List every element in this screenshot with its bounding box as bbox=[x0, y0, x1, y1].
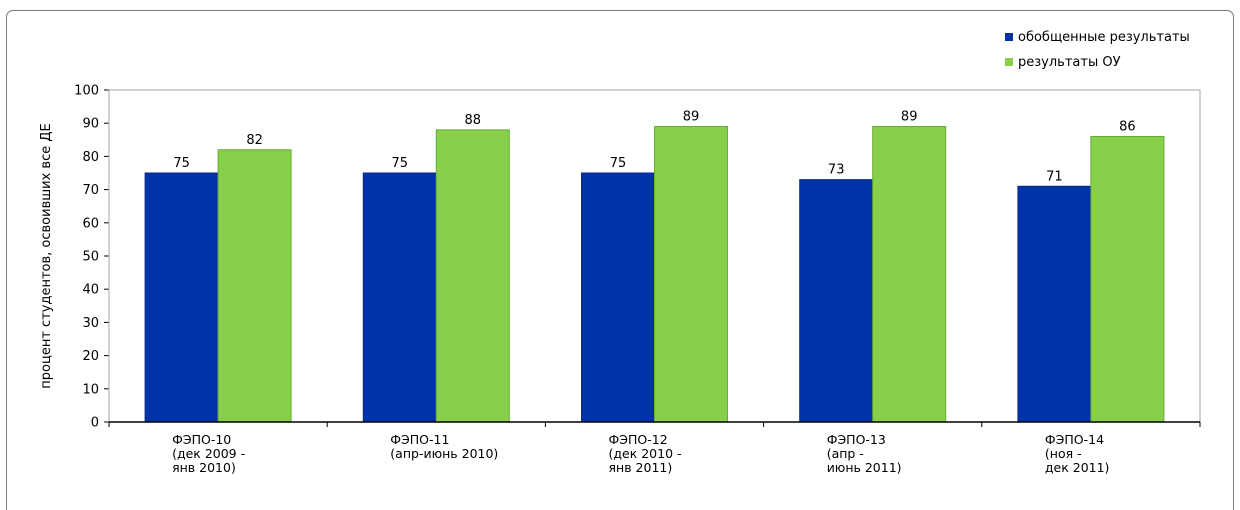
y-tick-label: 100 bbox=[74, 84, 99, 99]
bar bbox=[581, 172, 655, 423]
bar bbox=[872, 126, 947, 423]
y-tick-label: 30 bbox=[82, 316, 99, 331]
data-label: 88 bbox=[465, 113, 482, 128]
legend-label: результаты ОУ bbox=[1018, 55, 1121, 70]
data-label: 89 bbox=[901, 110, 918, 125]
x-tick-label: ФЭПО-13 (апр -июнь 2011) bbox=[827, 432, 902, 475]
x-tick-label: ФЭПО-14 (ноя -дек 2011) bbox=[1045, 432, 1110, 475]
x-tick-label: ФЭПО-12 (дек 2010 -янв 2011) bbox=[609, 432, 682, 475]
x-tick-label-line: (дек 2009 - bbox=[172, 446, 245, 461]
legend: обобщенные результаты результаты ОУ bbox=[1005, 30, 1190, 70]
bar bbox=[144, 172, 219, 423]
data-label: 89 bbox=[683, 110, 700, 125]
data-label: 75 bbox=[392, 156, 409, 171]
x-tick-label: ФЭПО-11 (апр-июнь 2010) bbox=[390, 432, 498, 461]
bar bbox=[435, 129, 510, 423]
y-tick-label: 40 bbox=[82, 283, 99, 298]
y-tick-label: 60 bbox=[82, 216, 99, 231]
bar bbox=[217, 149, 292, 423]
x-tick-label-line: (апр - bbox=[827, 446, 864, 461]
bar bbox=[362, 172, 437, 423]
bars: 75 75 75 73 71 82 88 89 89 86 bbox=[108, 89, 1201, 423]
x-tick-label-line: янв 2011) bbox=[609, 460, 673, 475]
y-axis-label: процент студентов, освоивших все ДЕ bbox=[39, 123, 54, 388]
legend-swatch bbox=[1005, 33, 1013, 41]
x-tick-label-line: дек 2011) bbox=[1045, 460, 1110, 475]
x-tick-label-line: ФЭПО-12 bbox=[609, 432, 668, 447]
chart-frame bbox=[6, 10, 1234, 510]
data-label: 73 bbox=[828, 163, 845, 178]
y-tick-label: 10 bbox=[82, 382, 99, 397]
data-label: 82 bbox=[246, 133, 263, 148]
bar bbox=[1017, 185, 1092, 423]
y-tick-label: 70 bbox=[82, 183, 99, 198]
x-tick-label-line: (ноя - bbox=[1045, 446, 1082, 461]
x-tick-label-line: ФЭПО-13 bbox=[827, 432, 886, 447]
data-label: 75 bbox=[173, 156, 190, 171]
x-tick-label-line: ФЭПО-14 bbox=[1045, 432, 1104, 447]
x-tick-label-line: ФЭПО-10 bbox=[172, 432, 231, 447]
y-tick-label: 0 bbox=[91, 416, 99, 431]
x-tick-label-line: (дек 2010 - bbox=[609, 446, 682, 461]
x-tick-label-line: янв 2010) bbox=[172, 460, 236, 475]
bar bbox=[1090, 135, 1165, 423]
legend-swatch bbox=[1005, 58, 1013, 66]
data-label: 86 bbox=[1119, 119, 1136, 134]
bar bbox=[799, 179, 874, 423]
y-tick-label: 20 bbox=[82, 349, 99, 364]
y-tick-label: 50 bbox=[82, 250, 99, 265]
y-tick-label: 90 bbox=[82, 117, 99, 132]
x-axis: ФЭПО-10 (дек 2009 -янв 2010) ФЭПО-11 (апр-и… bbox=[108, 421, 1201, 475]
legend-label: обобщенные результаты bbox=[1018, 30, 1190, 45]
x-tick-label-line: ФЭПО-11 bbox=[390, 432, 449, 447]
y-tick-label: 80 bbox=[82, 150, 99, 165]
data-label: 75 bbox=[610, 156, 627, 171]
bar bbox=[654, 126, 728, 423]
y-axis: 0 10 20 30 40 50 60 70 80 90 100 bbox=[74, 84, 110, 431]
x-tick-label-line: июнь 2011) bbox=[827, 460, 902, 475]
x-tick-label-line: (апр-июнь 2010) bbox=[390, 446, 498, 461]
x-tick-label: ФЭПО-10 (дек 2009 -янв 2010) bbox=[172, 432, 245, 475]
data-label: 71 bbox=[1046, 169, 1063, 184]
